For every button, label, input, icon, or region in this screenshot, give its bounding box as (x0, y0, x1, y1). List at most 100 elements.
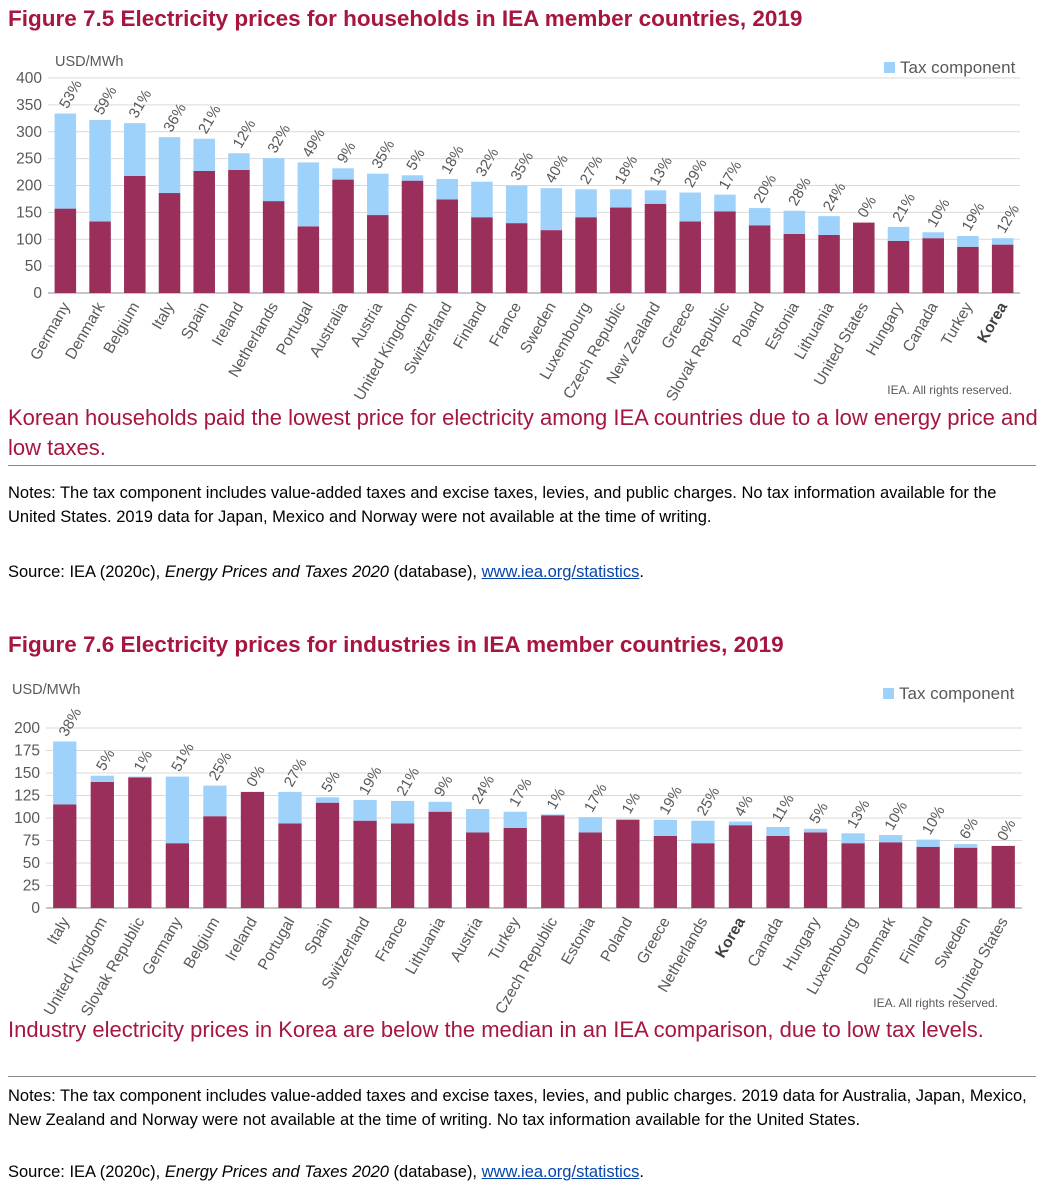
household-bar-tax (332, 168, 354, 180)
household-bar-energy (957, 246, 979, 293)
household-bar-tax (957, 236, 979, 247)
tax-share-label: 13% (844, 797, 874, 832)
household-bar-energy (193, 170, 215, 293)
industry-bar-energy (503, 827, 527, 908)
figure-7-6-source: Source: IEA (2020c), Energy Prices and T… (8, 1163, 1038, 1182)
industry-bar-energy (353, 820, 377, 908)
household-price-chart: 0 50 100 150 200 250 300 350 400 USD/MWh Tax compo… (16, 54, 1023, 402)
household-bar-energy (54, 208, 77, 293)
industry-bar-energy (954, 847, 978, 908)
figure-7-6-notes: Notes: The tax component includes value-… (8, 1087, 1027, 1129)
source-middle: (database), (388, 563, 482, 581)
industry-bar-tax (353, 800, 377, 821)
household-bar-energy (401, 180, 424, 293)
household-bar-tax (158, 137, 181, 194)
category-label-poland: Poland (597, 915, 636, 965)
household-bar-tax (922, 232, 944, 239)
industry-bar-tax (428, 801, 452, 812)
tax-share-label: 38% (56, 705, 86, 740)
figure-7-5-source: Source: IEA (2020c), Energy Prices and T… (8, 563, 1038, 582)
y-tick-label: 100 (16, 231, 42, 248)
household-bar-energy (89, 221, 111, 293)
household-bar-tax (54, 113, 77, 209)
household-bar-energy (922, 238, 944, 293)
household-bar-tax (783, 210, 806, 234)
industry-bar-tax (916, 839, 940, 847)
y-tick-label: 200 (14, 720, 40, 737)
tax-share-label: 31% (126, 87, 156, 122)
industry-bar-tax (53, 741, 77, 805)
household-bar-tax (401, 175, 424, 181)
industry-bar-tax (466, 809, 490, 833)
household-bar-tax (367, 173, 389, 216)
y-tick-label: 350 (16, 97, 42, 114)
industry-bar-energy (203, 816, 227, 908)
figure-7-6-title: Figure 7.6 Electricity prices for indust… (8, 632, 784, 657)
y-tick-label: 150 (16, 204, 42, 221)
source-end: . (639, 563, 644, 581)
industry-bar-tax (841, 833, 865, 844)
industry-bar-tax (578, 817, 602, 833)
industry-bar-tax (128, 776, 152, 778)
category-label-turkey: Turkey (486, 914, 524, 963)
source-link[interactable]: www.iea.org/statistics (481, 563, 640, 581)
tax-share-label: 9% (334, 139, 360, 166)
tax-share-label: 40% (542, 152, 572, 187)
tax-share-label: 21% (393, 764, 423, 799)
y-tick-label: 400 (16, 70, 42, 87)
legend-label: Tax component (899, 684, 1015, 703)
household-bar-energy (228, 169, 250, 293)
category-label-ireland: Ireland (223, 915, 261, 965)
y-tick-label: 175 (14, 743, 40, 760)
source-link[interactable]: www.iea.org/statistics (481, 1163, 640, 1181)
y-tick-label: 0 (31, 900, 40, 917)
industry-bar-energy (578, 832, 602, 908)
tax-share-label: 10% (924, 196, 954, 231)
household-bar-tax (471, 181, 493, 218)
tax-share-label: 19% (959, 200, 989, 235)
household-bar-energy (714, 211, 736, 293)
credit-label: IEA. All rights reserved. (887, 383, 1012, 397)
legend-swatch (884, 62, 895, 73)
tax-share-label: 59% (91, 83, 121, 118)
household-bar-tax (262, 158, 285, 202)
household-bar-energy (297, 226, 320, 293)
tax-share-label: 35% (507, 149, 537, 184)
y-unit-label: USD/MWh (55, 54, 123, 70)
divider (8, 1076, 1036, 1077)
tax-share-label: 5% (403, 146, 429, 173)
tax-share-label: 49% (299, 126, 329, 161)
tax-share-label: 32% (473, 145, 503, 180)
tax-share-label: 10% (881, 799, 911, 834)
household-bar-energy (644, 203, 667, 293)
household-bar-tax (540, 188, 563, 231)
figure-7-5-caption: Korean households paid the lowest price … (8, 405, 1038, 460)
household-bar-tax (644, 190, 667, 204)
industry-bar-tax (728, 821, 753, 826)
source-end: . (639, 1163, 644, 1181)
category-label-sweden: Sweden (931, 915, 974, 972)
industry-bar-energy (240, 791, 265, 908)
household-bar-tax (887, 226, 910, 241)
household-bar-energy (748, 225, 771, 293)
y-tick-label: 125 (14, 788, 40, 805)
category-label-italy: Italy (44, 914, 73, 947)
household-bar-tax (991, 238, 1014, 245)
industry-bar-tax (616, 818, 640, 820)
household-bar-energy (262, 201, 285, 293)
industry-bar-tax (315, 797, 340, 803)
category-label-turkey: Turkey (938, 299, 976, 348)
industry-bar-energy (541, 815, 565, 908)
industry-price-chart: 0 25 50 75 100 125 150 175 200 USD/MWh Tax compone… (12, 682, 1022, 1017)
tax-share-label: 1% (544, 785, 570, 812)
household-bar-energy (158, 193, 181, 293)
category-label-korea: Korea (712, 914, 749, 961)
category-label-austria: Austria (447, 914, 486, 965)
tax-share-label: 12% (230, 117, 260, 152)
household-bar-energy (436, 199, 458, 293)
y-tick-label: 250 (16, 151, 42, 168)
tax-share-label: 24% (468, 772, 498, 807)
tax-share-label: 36% (160, 101, 190, 136)
household-bar-energy (679, 221, 701, 293)
y-unit-label: USD/MWh (12, 682, 80, 698)
